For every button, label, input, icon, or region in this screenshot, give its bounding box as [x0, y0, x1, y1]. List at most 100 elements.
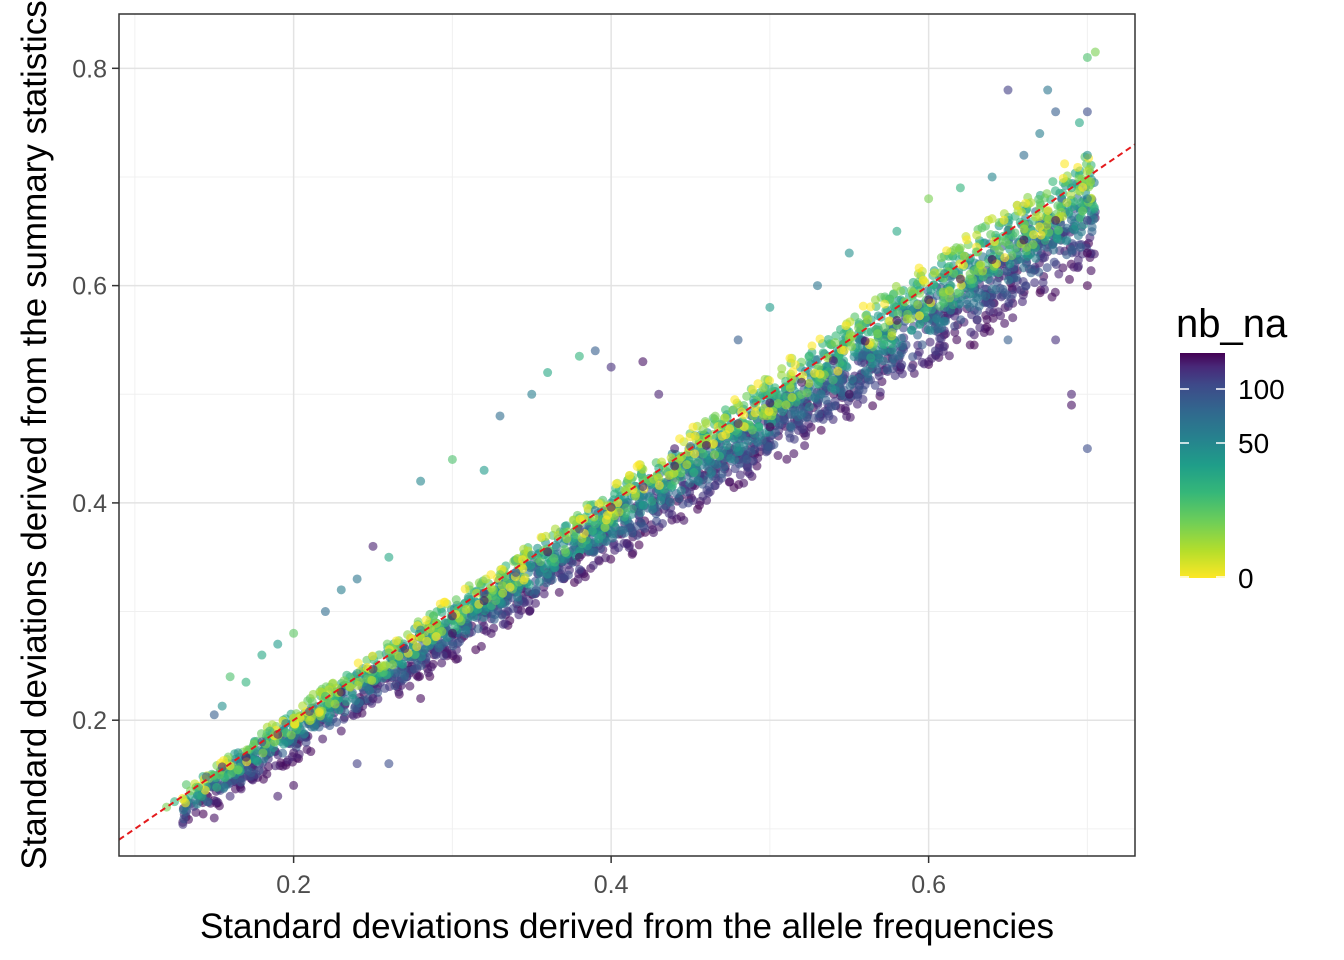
data-point [242, 745, 252, 755]
data-point [717, 469, 727, 479]
data-point [955, 183, 965, 193]
data-point [1008, 313, 1018, 323]
data-point [614, 507, 624, 517]
data-point [810, 393, 820, 403]
data-point [541, 578, 551, 588]
data-point [1087, 222, 1097, 232]
data-point [339, 714, 349, 724]
data-point [1073, 162, 1083, 172]
data-point [627, 528, 637, 538]
data-point [1001, 237, 1011, 247]
data-point [1062, 250, 1072, 260]
data-point [948, 300, 958, 310]
data-point [728, 405, 738, 415]
data-point [858, 301, 868, 311]
data-point [486, 583, 496, 593]
data-point [618, 525, 628, 535]
data-point [972, 230, 982, 240]
data-point [498, 588, 508, 598]
y-tick-label: 0.2 [72, 707, 107, 735]
data-point [325, 709, 335, 719]
data-point [390, 681, 400, 691]
data-point [880, 299, 890, 309]
data-point [278, 761, 288, 771]
data-point [932, 314, 942, 324]
data-point [753, 379, 763, 389]
data-point [688, 422, 698, 432]
data-point [675, 434, 685, 444]
data-point [341, 697, 351, 707]
data-point [648, 525, 658, 535]
data-point [1073, 261, 1083, 271]
data-point [1057, 212, 1067, 222]
data-point [236, 777, 246, 787]
data-point [833, 366, 843, 376]
data-point [451, 595, 461, 605]
data-point [495, 411, 505, 421]
data-point [804, 352, 814, 362]
data-point [536, 532, 546, 542]
data-point [1004, 275, 1014, 285]
data-point [225, 791, 235, 801]
data-point [1011, 273, 1021, 283]
data-point [1054, 225, 1064, 235]
data-point [976, 260, 986, 270]
x-axis-title: Standard deviations derived from the all… [200, 907, 1054, 946]
data-point [622, 484, 632, 494]
data-point [907, 363, 917, 373]
data-point [320, 691, 330, 701]
data-point [938, 342, 948, 352]
data-point [830, 338, 840, 348]
data-point [709, 439, 719, 449]
data-point [892, 315, 902, 325]
data-point [301, 737, 311, 747]
data-point [478, 612, 488, 622]
data-point [999, 215, 1009, 225]
data-point [1074, 118, 1084, 128]
data-point [209, 813, 219, 823]
data-point [733, 335, 743, 345]
data-point [983, 215, 993, 225]
data-point [710, 450, 720, 460]
data-point [583, 504, 593, 514]
data-point [674, 493, 684, 503]
data-point [787, 392, 797, 402]
data-point [332, 717, 342, 727]
data-point [908, 352, 918, 362]
data-point [1021, 198, 1031, 208]
data-point [950, 321, 960, 331]
data-point [893, 309, 903, 319]
data-point [1067, 389, 1076, 399]
data-point [252, 757, 262, 767]
data-point [891, 281, 901, 291]
data-point [839, 345, 849, 355]
data-point [670, 461, 680, 471]
data-point [972, 315, 982, 325]
data-point [1082, 107, 1092, 117]
data-point [841, 321, 851, 331]
data-point [1019, 224, 1029, 234]
data-point [860, 336, 870, 346]
data-point [732, 443, 742, 453]
data-point [945, 293, 955, 303]
data-point [773, 399, 783, 409]
data-point [193, 783, 203, 793]
data-point [336, 585, 346, 595]
data-point [719, 462, 729, 472]
data-point [683, 498, 693, 508]
data-point [706, 469, 716, 479]
data-point [1067, 400, 1076, 410]
data-point [918, 275, 928, 285]
data-point [1038, 277, 1048, 287]
data-point [664, 470, 674, 480]
data-point [816, 425, 826, 435]
data-point [1030, 278, 1040, 288]
data-point [747, 425, 757, 435]
data-point [431, 632, 441, 642]
data-point [336, 726, 346, 736]
data-point [638, 357, 648, 367]
data-point [954, 287, 964, 297]
data-point [786, 421, 796, 431]
data-point [982, 315, 992, 325]
data-point [682, 460, 692, 470]
